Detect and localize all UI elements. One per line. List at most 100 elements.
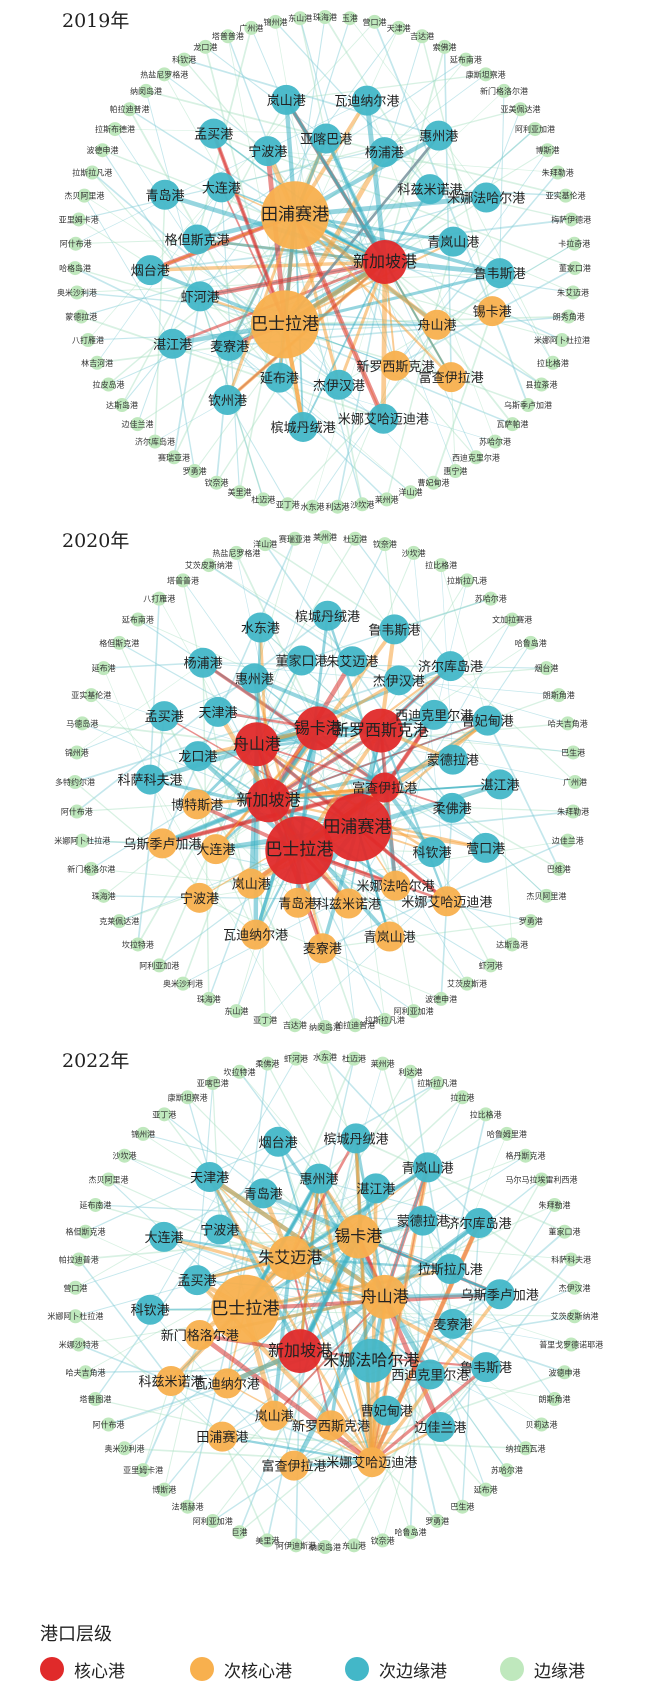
edge [80, 315, 384, 420]
edge [78, 1343, 373, 1463]
legend-dot-core [40, 1657, 64, 1681]
outer-node [534, 377, 549, 392]
node-secondary_edge [435, 1253, 466, 1284]
outer-node [75, 833, 90, 848]
edge [142, 1380, 172, 1471]
edge [383, 1167, 429, 1298]
node-secondary_edge [264, 362, 295, 393]
node-label: 新加坡港 [268, 1341, 332, 1360]
outer-node [201, 558, 216, 573]
node-secondary_edge [438, 226, 469, 257]
edge [83, 195, 174, 345]
node-label: 宁波港 [180, 891, 219, 907]
node-secondary_edge [463, 1207, 494, 1238]
edge [384, 151, 566, 197]
outer-node-label: 罗勇港 [183, 466, 207, 476]
edge [183, 58, 439, 137]
node-secondary_edge [185, 281, 216, 312]
outer-node-label: 阿什布港 [61, 807, 93, 817]
node-label: 锡卡港 [473, 305, 512, 320]
edge [440, 564, 489, 721]
edge [431, 851, 492, 966]
outer-node-label: 乌斯季卢加港 [504, 400, 552, 410]
outer-node [426, 475, 441, 490]
edge [295, 1351, 301, 1546]
outer-node-label: 马尔马拉埃雷利西港 [506, 1175, 578, 1185]
node-label: 乌斯季卢加港 [123, 836, 201, 852]
node-label: 曹妃甸港 [361, 1405, 413, 1420]
outer-node [564, 1252, 579, 1267]
edge [384, 261, 452, 378]
node-secondary_edge [419, 699, 450, 730]
outer-node-label: 珠海港 [197, 994, 221, 1004]
outer-node [379, 492, 394, 507]
node-label: 青岚山港 [364, 931, 416, 946]
edge [208, 1176, 373, 1463]
outer-node [157, 67, 172, 82]
outer-node-label: 博斯港 [535, 145, 559, 155]
outer-node [101, 1172, 116, 1187]
legend-item-secondary-edge: 次边缘港 [345, 1656, 447, 1682]
outer-node-label: 杜迈港 [251, 494, 275, 504]
outer-node-label: 虾河港 [284, 1054, 308, 1064]
outer-node [557, 1365, 572, 1380]
outer-node [566, 745, 581, 760]
edge [379, 730, 448, 902]
outer-node [455, 1499, 470, 1514]
node-secondary_core [212, 1368, 243, 1399]
edge [256, 713, 435, 746]
outer-node-label: 杰贝阿里港 [64, 191, 104, 201]
node-secondary_core [356, 1447, 387, 1478]
outer-node [566, 804, 581, 819]
node-secondary_core [333, 888, 364, 919]
node-label: 烟台港 [131, 264, 170, 279]
node-label: 新加坡港 [353, 252, 417, 271]
network-panel-0: 珠海港 玉港 营口港 天津港 吉达港 索佛港 延布南港 康斯坦察港 新门格洛尔港 亚美佩达港 阿利亚… [0, 0, 650, 520]
node-secondary_edge [252, 136, 283, 167]
node-label: 舟山港 [361, 1287, 409, 1306]
outer-node-label: 广州港 [239, 23, 263, 33]
node-label: 岚山港 [255, 1410, 294, 1425]
outer-node [220, 29, 235, 44]
edge [283, 134, 440, 326]
outer-node-label: 格但斯克港 [66, 1227, 106, 1237]
outer-node [534, 1417, 549, 1432]
node-secondary_core [182, 789, 213, 820]
outer-node-label: 赛瑞亚港 [158, 452, 190, 462]
outer-node [566, 285, 581, 300]
outer-node-label: 营口港 [363, 17, 387, 27]
edge [294, 214, 563, 341]
outer-node-label: 锦州港 [65, 747, 89, 757]
outer-node [434, 991, 449, 1006]
outer-node [84, 688, 99, 703]
outer-node [198, 39, 213, 54]
outer-node [348, 1018, 363, 1033]
node-label: 曹妃甸港 [462, 715, 514, 730]
node-label: 科钦港 [413, 846, 452, 861]
node-label: 富查伊拉港 [352, 781, 417, 797]
outer-node-label: 贝莉达港 [526, 1420, 558, 1430]
node-secondary_core [477, 296, 508, 327]
edge [74, 781, 257, 936]
outer-node-label: 延布南港 [450, 55, 482, 65]
node-label: 巴士拉港 [251, 314, 319, 334]
edge [364, 100, 388, 263]
node-secondary_core [268, 1235, 313, 1280]
node-label: 西迪克里尔港 [391, 1368, 469, 1383]
node-label: 湛江港 [356, 1182, 395, 1197]
outer-node [81, 333, 96, 348]
node-secondary_edge [407, 1205, 438, 1236]
outer-node-label: 拉拉港 [450, 1092, 474, 1102]
outer-node [558, 188, 573, 203]
edge [491, 310, 529, 406]
edge [338, 384, 364, 505]
node-secondary_core [336, 1214, 381, 1259]
outer-node-label: 格丹斯克港 [506, 1151, 546, 1161]
outer-node [430, 1076, 445, 1091]
edge [268, 719, 488, 802]
node-core [359, 708, 404, 753]
node-label: 天津港 [190, 1171, 229, 1186]
edge [75, 238, 198, 245]
node-label: 孟买港 [194, 128, 233, 143]
node-secondary_edge [471, 182, 502, 213]
